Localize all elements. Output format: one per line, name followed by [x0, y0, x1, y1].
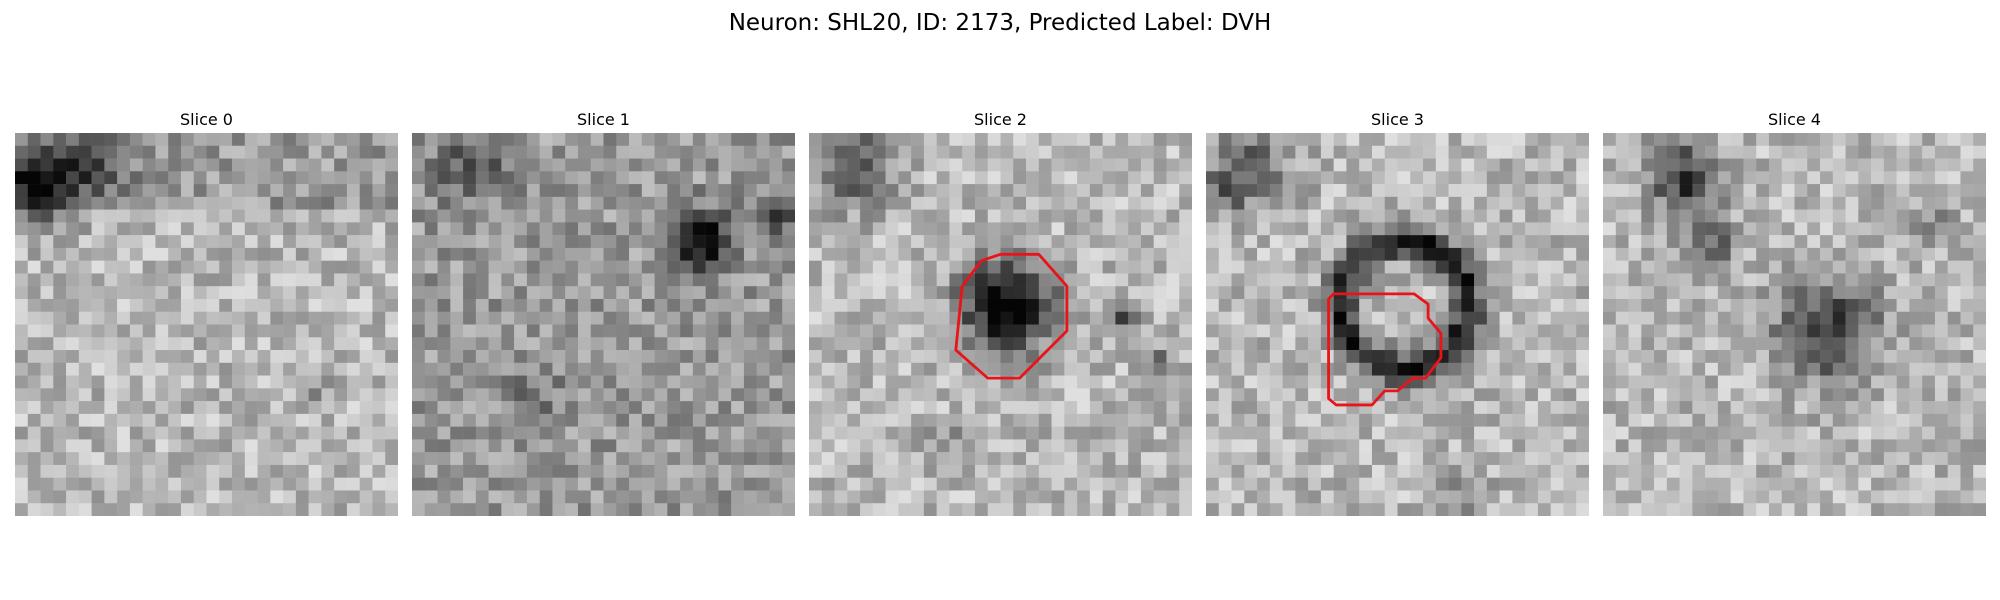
slice-panel-0: Slice 0 — [15, 108, 398, 516]
slice-heatmap — [412, 133, 795, 516]
slice-title: Slice 0 — [180, 110, 233, 129]
slice-image-3 — [1206, 133, 1589, 516]
slice-panel-1: Slice 1 — [412, 108, 795, 516]
slice-title: Slice 3 — [1371, 110, 1424, 129]
slice-title: Slice 4 — [1768, 110, 1821, 129]
roi-outline — [954, 252, 1069, 380]
slice-image-4 — [1603, 133, 1986, 516]
slice-image-0 — [15, 133, 398, 516]
slice-image-1 — [412, 133, 795, 516]
slice-title: Slice 1 — [577, 110, 630, 129]
slice-heatmap — [1206, 133, 1589, 516]
slice-image-2 — [809, 133, 1192, 516]
slice-heatmap — [809, 133, 1192, 516]
slice-title: Slice 2 — [974, 110, 1027, 129]
slice-panel-2: Slice 2 — [809, 108, 1192, 516]
slice-heatmap — [15, 133, 398, 516]
slice-panel-3: Slice 3 — [1206, 108, 1589, 516]
slice-heatmap — [1603, 133, 1986, 516]
figure-title: Neuron: SHL20, ID: 2173, Predicted Label… — [728, 10, 1272, 36]
slice-panel-4: Slice 4 — [1603, 108, 1986, 516]
roi-outline — [1327, 292, 1443, 407]
